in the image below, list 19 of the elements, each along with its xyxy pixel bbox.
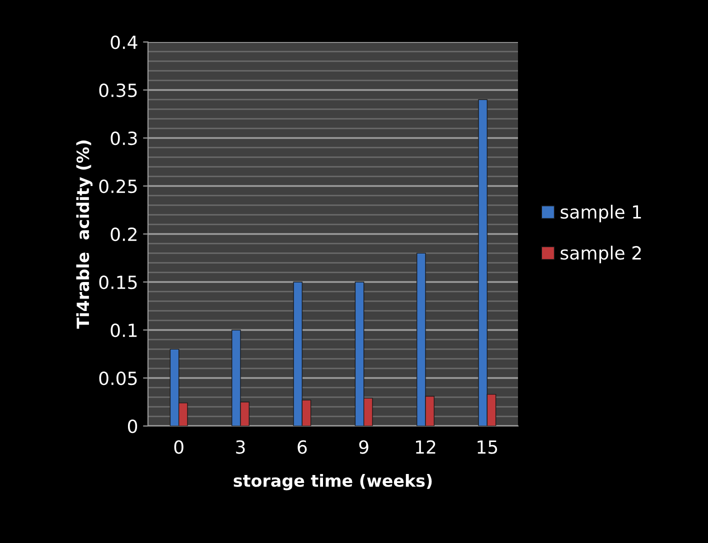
x-tick-label: 9 bbox=[359, 440, 368, 454]
y-tick-label: 0.15 bbox=[99, 275, 137, 290]
y-tick-label: 0.35 bbox=[99, 83, 137, 98]
x-tick-label: 15 bbox=[478, 440, 498, 454]
y-tick-label: 0.2 bbox=[110, 227, 136, 242]
x-tick-label: 3 bbox=[236, 440, 245, 454]
y-axis-title: Ti4rable acidity (%) bbox=[76, 140, 93, 329]
y-tick-label: 0.3 bbox=[110, 131, 137, 146]
x-tick-label: 12 bbox=[416, 440, 436, 454]
y-tick-label: 0 bbox=[128, 419, 138, 434]
legend-label: sample 1 bbox=[560, 204, 641, 222]
y-tick-label: 0.25 bbox=[99, 179, 137, 194]
x-axis-title: storage time (weeks) bbox=[234, 474, 432, 490]
legend-label: sample 2 bbox=[560, 246, 641, 264]
y-tick-label: 0.1 bbox=[110, 323, 137, 338]
y-tick-label: 0.05 bbox=[99, 371, 137, 386]
x-tick-label: 0 bbox=[174, 440, 184, 454]
x-tick-label: 6 bbox=[298, 440, 307, 454]
y-tick-label: 0.4 bbox=[110, 35, 138, 50]
